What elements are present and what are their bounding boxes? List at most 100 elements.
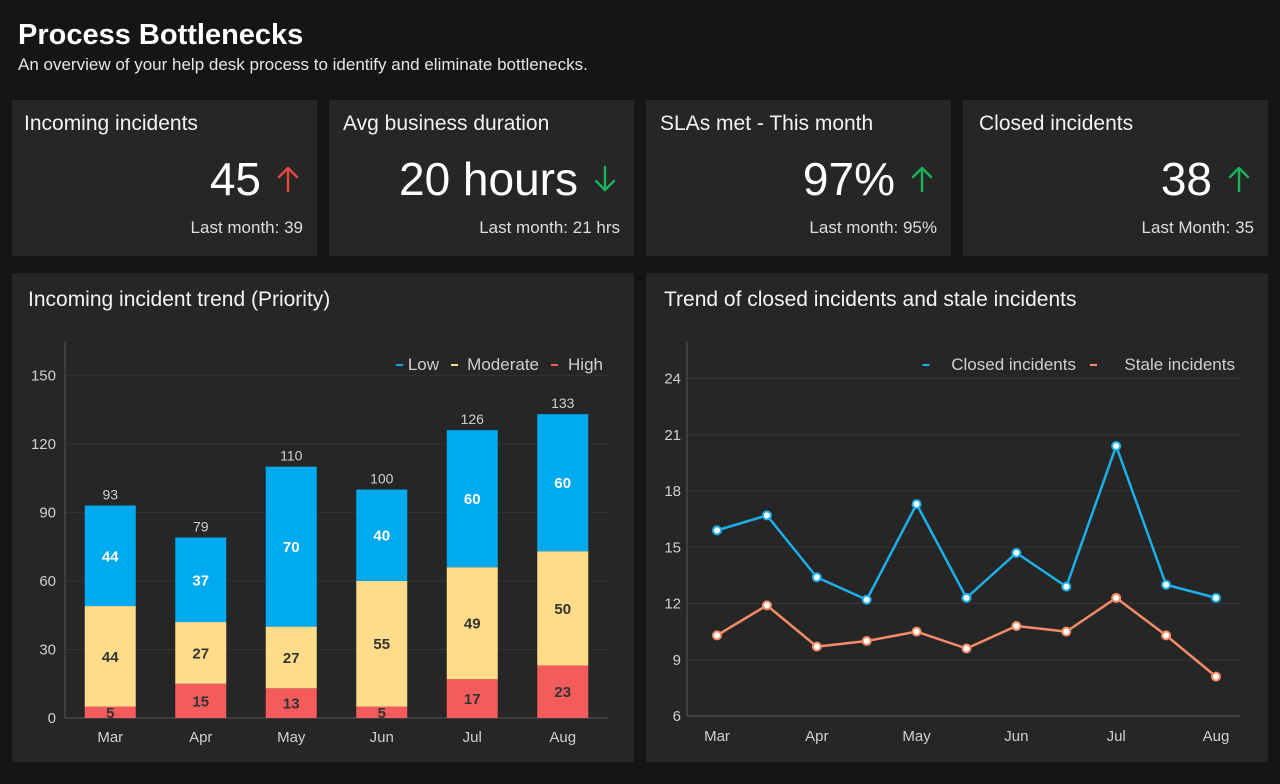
x-tick-label: May	[277, 729, 306, 746]
data-point	[1111, 441, 1122, 451]
bar-data-label: 60	[554, 475, 571, 492]
series-line	[716, 596, 1217, 678]
bar-segment	[265, 626, 317, 689]
data-point	[911, 626, 922, 637]
y-tick-label: 21	[664, 427, 681, 444]
kpi-footnote: Last Month: 35	[1141, 218, 1254, 237]
data-point	[1061, 626, 1072, 637]
x-tick-label: Aug	[1203, 728, 1230, 745]
bar-segment	[537, 414, 589, 552]
bar-segment	[537, 665, 589, 718]
bar-segment	[265, 688, 317, 718]
panel-title: Trend of closed incidents and stale inci…	[664, 288, 1077, 311]
kpi-label: Avg business duration	[343, 112, 550, 135]
page-header: Process Bottlenecks An overview of your …	[18, 18, 588, 77]
kpi-card-duration[interactable]: Avg business duration 20 hours Last mont…	[329, 100, 634, 256]
bar-data-label: 49	[464, 616, 481, 633]
x-tick-label: Apr	[189, 729, 212, 746]
y-tick-label: 9	[673, 652, 681, 669]
y-tick-label: 60	[39, 573, 56, 590]
bar-segment	[446, 679, 498, 718]
x-tick-label: May	[902, 728, 931, 745]
y-tick-label: 30	[39, 641, 56, 658]
data-point	[911, 499, 922, 510]
legend-label: Closed incidents	[951, 355, 1076, 374]
data-point	[1161, 630, 1172, 641]
bar-segment	[265, 466, 317, 627]
bar-data-label: 15	[192, 693, 209, 710]
arrow-up-icon	[1228, 166, 1250, 193]
arrow-up-icon	[277, 166, 299, 193]
data-point	[961, 643, 972, 654]
x-tick-label: Jun	[1004, 728, 1028, 745]
panel-title: Incoming incident trend (Priority)	[28, 288, 331, 311]
bar-segment	[446, 567, 498, 680]
priority-stacked-bar-chart: 0 30 60 90 120 150 5 44 44 93 Mar 15 27 37 79 Apr 13 27 70…	[31, 341, 608, 746]
chart-legend: Stale incidents Closed incidents	[922, 355, 1235, 374]
bar-data-label: 5	[378, 705, 386, 722]
y-tick-label: 90	[39, 504, 56, 521]
bar-data-label: 13	[283, 696, 300, 713]
bar-segment	[84, 505, 136, 607]
bar-data-label: 27	[192, 645, 209, 662]
bar-segment	[356, 489, 408, 581]
chart-legend: High Moderate Low	[396, 355, 603, 374]
kpi-card-closed[interactable]: Closed incidents 38 Last Month: 35	[963, 100, 1268, 256]
x-tick-label: Mar	[704, 728, 730, 745]
bar-segment	[446, 430, 498, 568]
bar-data-label: 44	[102, 548, 119, 565]
page-title: Process Bottlenecks	[18, 19, 304, 51]
closed-stale-line-chart: 6 9 12 15 18 21 24 Mar Apr May Jun Jul Aug Stale inci…	[664, 341, 1240, 745]
arrow-up-icon	[911, 166, 933, 193]
kpi-label: Closed incidents	[979, 112, 1134, 135]
data-point	[961, 592, 972, 603]
kpi-value: 97%	[802, 153, 895, 205]
y-tick-label: 0	[48, 710, 56, 727]
x-tick-label: Jun	[370, 729, 394, 746]
bar-total-label: 133	[551, 395, 575, 411]
bar-total-label: 100	[370, 471, 394, 487]
kpi-footnote: Last month: 39	[190, 218, 303, 237]
x-tick-label: Jul	[1107, 728, 1126, 745]
kpi-footnote: Last month: 21 hrs	[479, 218, 620, 237]
bar-data-label: 40	[373, 528, 390, 545]
bar-data-label: 37	[192, 572, 209, 589]
data-point	[1211, 592, 1221, 603]
data-point	[712, 525, 722, 536]
incident-trend-panel: Incoming incident trend (Priority) 0 30 60…	[12, 273, 634, 762]
page-subtitle: An overview of your help desk process to…	[18, 55, 588, 74]
kpi-label: Incoming incidents	[24, 112, 198, 135]
data-point	[1011, 621, 1022, 631]
data-point	[761, 510, 772, 521]
bar-segment	[175, 537, 227, 623]
kpi-value: 20 hours	[398, 153, 578, 205]
y-tick-label: 6	[673, 708, 681, 725]
bar-data-label: 50	[554, 601, 571, 618]
series-line	[716, 444, 1217, 601]
bar-data-label: 44	[102, 649, 119, 666]
kpi-value: 45	[209, 153, 261, 205]
bar-segment	[175, 683, 227, 718]
bar-total-label: 93	[102, 487, 118, 503]
y-tick-label: 18	[664, 483, 681, 500]
kpi-card-slas[interactable]: SLAs met - This month 97% Last month: 95…	[646, 100, 951, 256]
data-point	[712, 630, 722, 641]
bar-segment	[356, 706, 408, 718]
kpi-footnote: Last month: 95%	[809, 218, 937, 237]
y-tick-label: 12	[664, 596, 681, 613]
bar-total-label: 126	[461, 411, 485, 427]
kpi-card-incoming[interactable]: Incoming incidents 45 Last month: 39	[12, 100, 317, 256]
bar-segment	[537, 551, 589, 666]
y-tick-label: 120	[31, 436, 56, 453]
bar-data-label: 60	[464, 491, 481, 508]
closed-stale-panel: Trend of closed incidents and stale inci…	[646, 273, 1268, 762]
data-point	[1211, 671, 1221, 682]
bar-data-label: 5	[106, 705, 114, 722]
data-point	[1111, 592, 1122, 603]
bar-data-label: 23	[554, 684, 571, 701]
arrow-down-icon	[594, 165, 616, 192]
kpi-label: SLAs met - This month	[660, 112, 874, 135]
bar-total-label: 79	[193, 518, 209, 534]
y-tick-label: 150	[31, 367, 56, 384]
bar-segment	[175, 622, 227, 684]
